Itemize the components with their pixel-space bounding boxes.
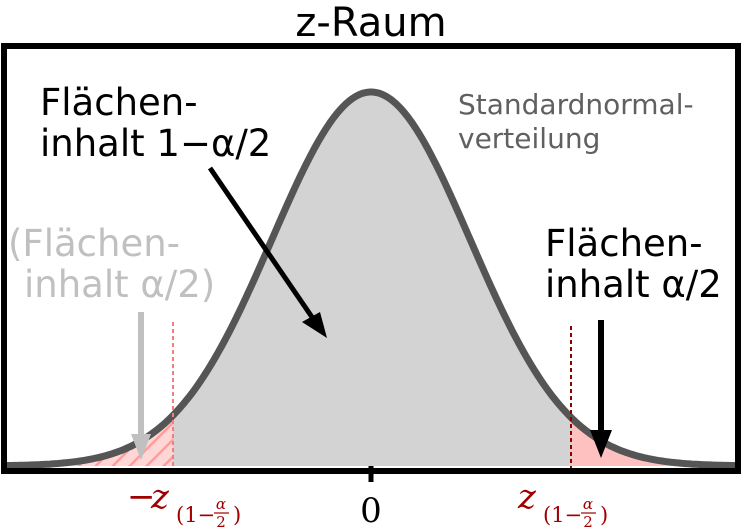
right-arrow-head bbox=[590, 430, 612, 458]
zero-label: 0 bbox=[360, 491, 382, 530]
right-quantile-symbol: z bbox=[517, 477, 537, 517]
left-tail-area bbox=[4, 415, 173, 466]
left-quantile-sub-close: ) bbox=[233, 503, 241, 527]
right-area-label-line2: inhalt α/2 bbox=[545, 263, 722, 306]
center-arrow-head bbox=[302, 312, 327, 338]
right-quantile-sub-close: ) bbox=[600, 503, 608, 527]
left-quantile-minus: − bbox=[127, 477, 156, 517]
distribution-label-line2: verteilung bbox=[458, 122, 600, 155]
left-quantile-label: − z (1− α 2 ) bbox=[127, 477, 241, 530]
central-area-fill bbox=[4, 92, 738, 466]
right-area-label-line1: Flächen- bbox=[545, 222, 703, 265]
diagram-title: z-Raum bbox=[295, 0, 446, 46]
left-quantile-two: 2 bbox=[216, 513, 226, 530]
right-quantile-alpha: α bbox=[583, 495, 593, 513]
right-quantile-two: 2 bbox=[583, 513, 593, 530]
left-quantile-sub-open: (1− bbox=[176, 503, 215, 527]
left-quantile-symbol: z bbox=[150, 477, 170, 517]
standard-normal-curve bbox=[4, 88, 738, 470]
center-area-label-line2: inhalt 1−α/2 bbox=[40, 122, 271, 165]
center-area-label-line1: Flächen- bbox=[40, 81, 198, 124]
left-area-label-line1: (Flächen- bbox=[8, 222, 180, 265]
right-quantile-sub-open: (1− bbox=[543, 503, 582, 527]
left-area-label-line2: inhalt α/2) bbox=[24, 263, 215, 306]
left-arrow-head bbox=[131, 434, 151, 460]
right-tail-area bbox=[571, 417, 738, 466]
left-quantile-alpha: α bbox=[216, 495, 226, 513]
center-arrow-shaft bbox=[207, 166, 317, 322]
distribution-label-line1: Standardnormal- bbox=[458, 88, 694, 121]
right-quantile-label: z (1− α 2 ) bbox=[517, 477, 608, 530]
